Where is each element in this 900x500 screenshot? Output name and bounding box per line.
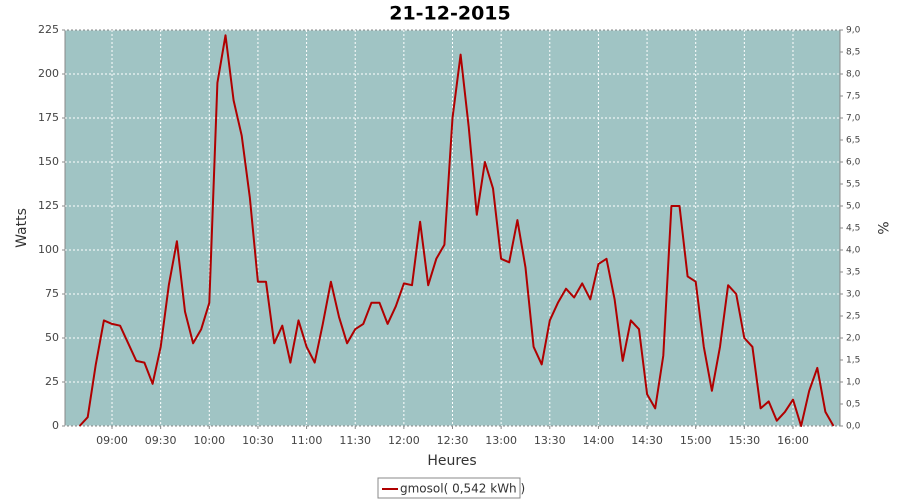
y2-tick-label: 9,0 <box>846 26 861 36</box>
x-tick-label: 13:00 <box>485 434 517 447</box>
y-tick-label: 200 <box>38 67 59 80</box>
y2-tick-label: 0,5 <box>846 400 860 410</box>
x-tick-label: 11:30 <box>339 434 371 447</box>
y2-tick-label: 5,0 <box>846 202 861 212</box>
y2-tick-label: 8,0 <box>846 70 861 80</box>
y-tick-label: 75 <box>45 287 59 300</box>
x-tick-label: 14:00 <box>583 434 615 447</box>
y2-tick-label: 6,0 <box>846 158 861 168</box>
y2-tick-label: 7,0 <box>846 114 861 124</box>
y2-tick-label: 3,5 <box>846 268 860 278</box>
legend-label: gmosol( 0,542 kWh ) <box>400 482 525 496</box>
x-tick-label: 11:00 <box>291 434 323 447</box>
y2-tick-label: 4,0 <box>846 246 861 256</box>
x-tick-label: 10:00 <box>193 434 225 447</box>
y-tick-label: 125 <box>38 199 59 212</box>
y-tick-label: 225 <box>38 23 59 36</box>
y2-tick-label: 5,5 <box>846 180 860 190</box>
y2-tick-label: 8,5 <box>846 48 860 58</box>
y-tick-label: 150 <box>38 155 59 168</box>
y2-axis-title: % <box>874 221 890 234</box>
x-tick-label: 16:00 <box>777 434 809 447</box>
y2-tick-label: 1,5 <box>846 356 860 366</box>
x-tick-label: 10:30 <box>242 434 274 447</box>
x-tick-label: 15:00 <box>680 434 712 447</box>
y2-tick-label: 4,5 <box>846 224 860 234</box>
y2-tick-label: 7,5 <box>846 92 860 102</box>
y2-tick-label: 1,0 <box>846 378 861 388</box>
y-tick-label: 25 <box>45 375 59 388</box>
y2-tick-label: 2,5 <box>846 312 860 322</box>
y-tick-label: 100 <box>38 243 59 256</box>
x-axis-title: Heures <box>427 453 476 469</box>
y-axis-title: Watts <box>14 208 30 248</box>
x-tick-label: 12:00 <box>388 434 420 447</box>
y2-tick-label: 6,5 <box>846 136 860 146</box>
y2-tick-label: 2,0 <box>846 334 861 344</box>
y-tick-label: 50 <box>45 331 59 344</box>
y-tick-label: 175 <box>38 111 59 124</box>
x-tick-label: 14:30 <box>631 434 663 447</box>
legend: gmosol( 0,542 kWh ) <box>377 477 525 499</box>
x-tick-label: 09:00 <box>96 434 128 447</box>
chart-title: 21-12-2015 <box>389 3 511 25</box>
series-line <box>78 34 835 427</box>
y2-tick-label: 0,0 <box>846 422 861 432</box>
y-tick-label: 0 <box>52 419 59 432</box>
x-tick-label: 15:30 <box>728 434 760 447</box>
y2-tick-label: 3,0 <box>846 290 861 300</box>
x-tick-label: 13:30 <box>534 434 566 447</box>
legend-box <box>377 477 521 499</box>
x-tick-label: 09:30 <box>145 434 177 447</box>
x-tick-label: 12:30 <box>437 434 469 447</box>
